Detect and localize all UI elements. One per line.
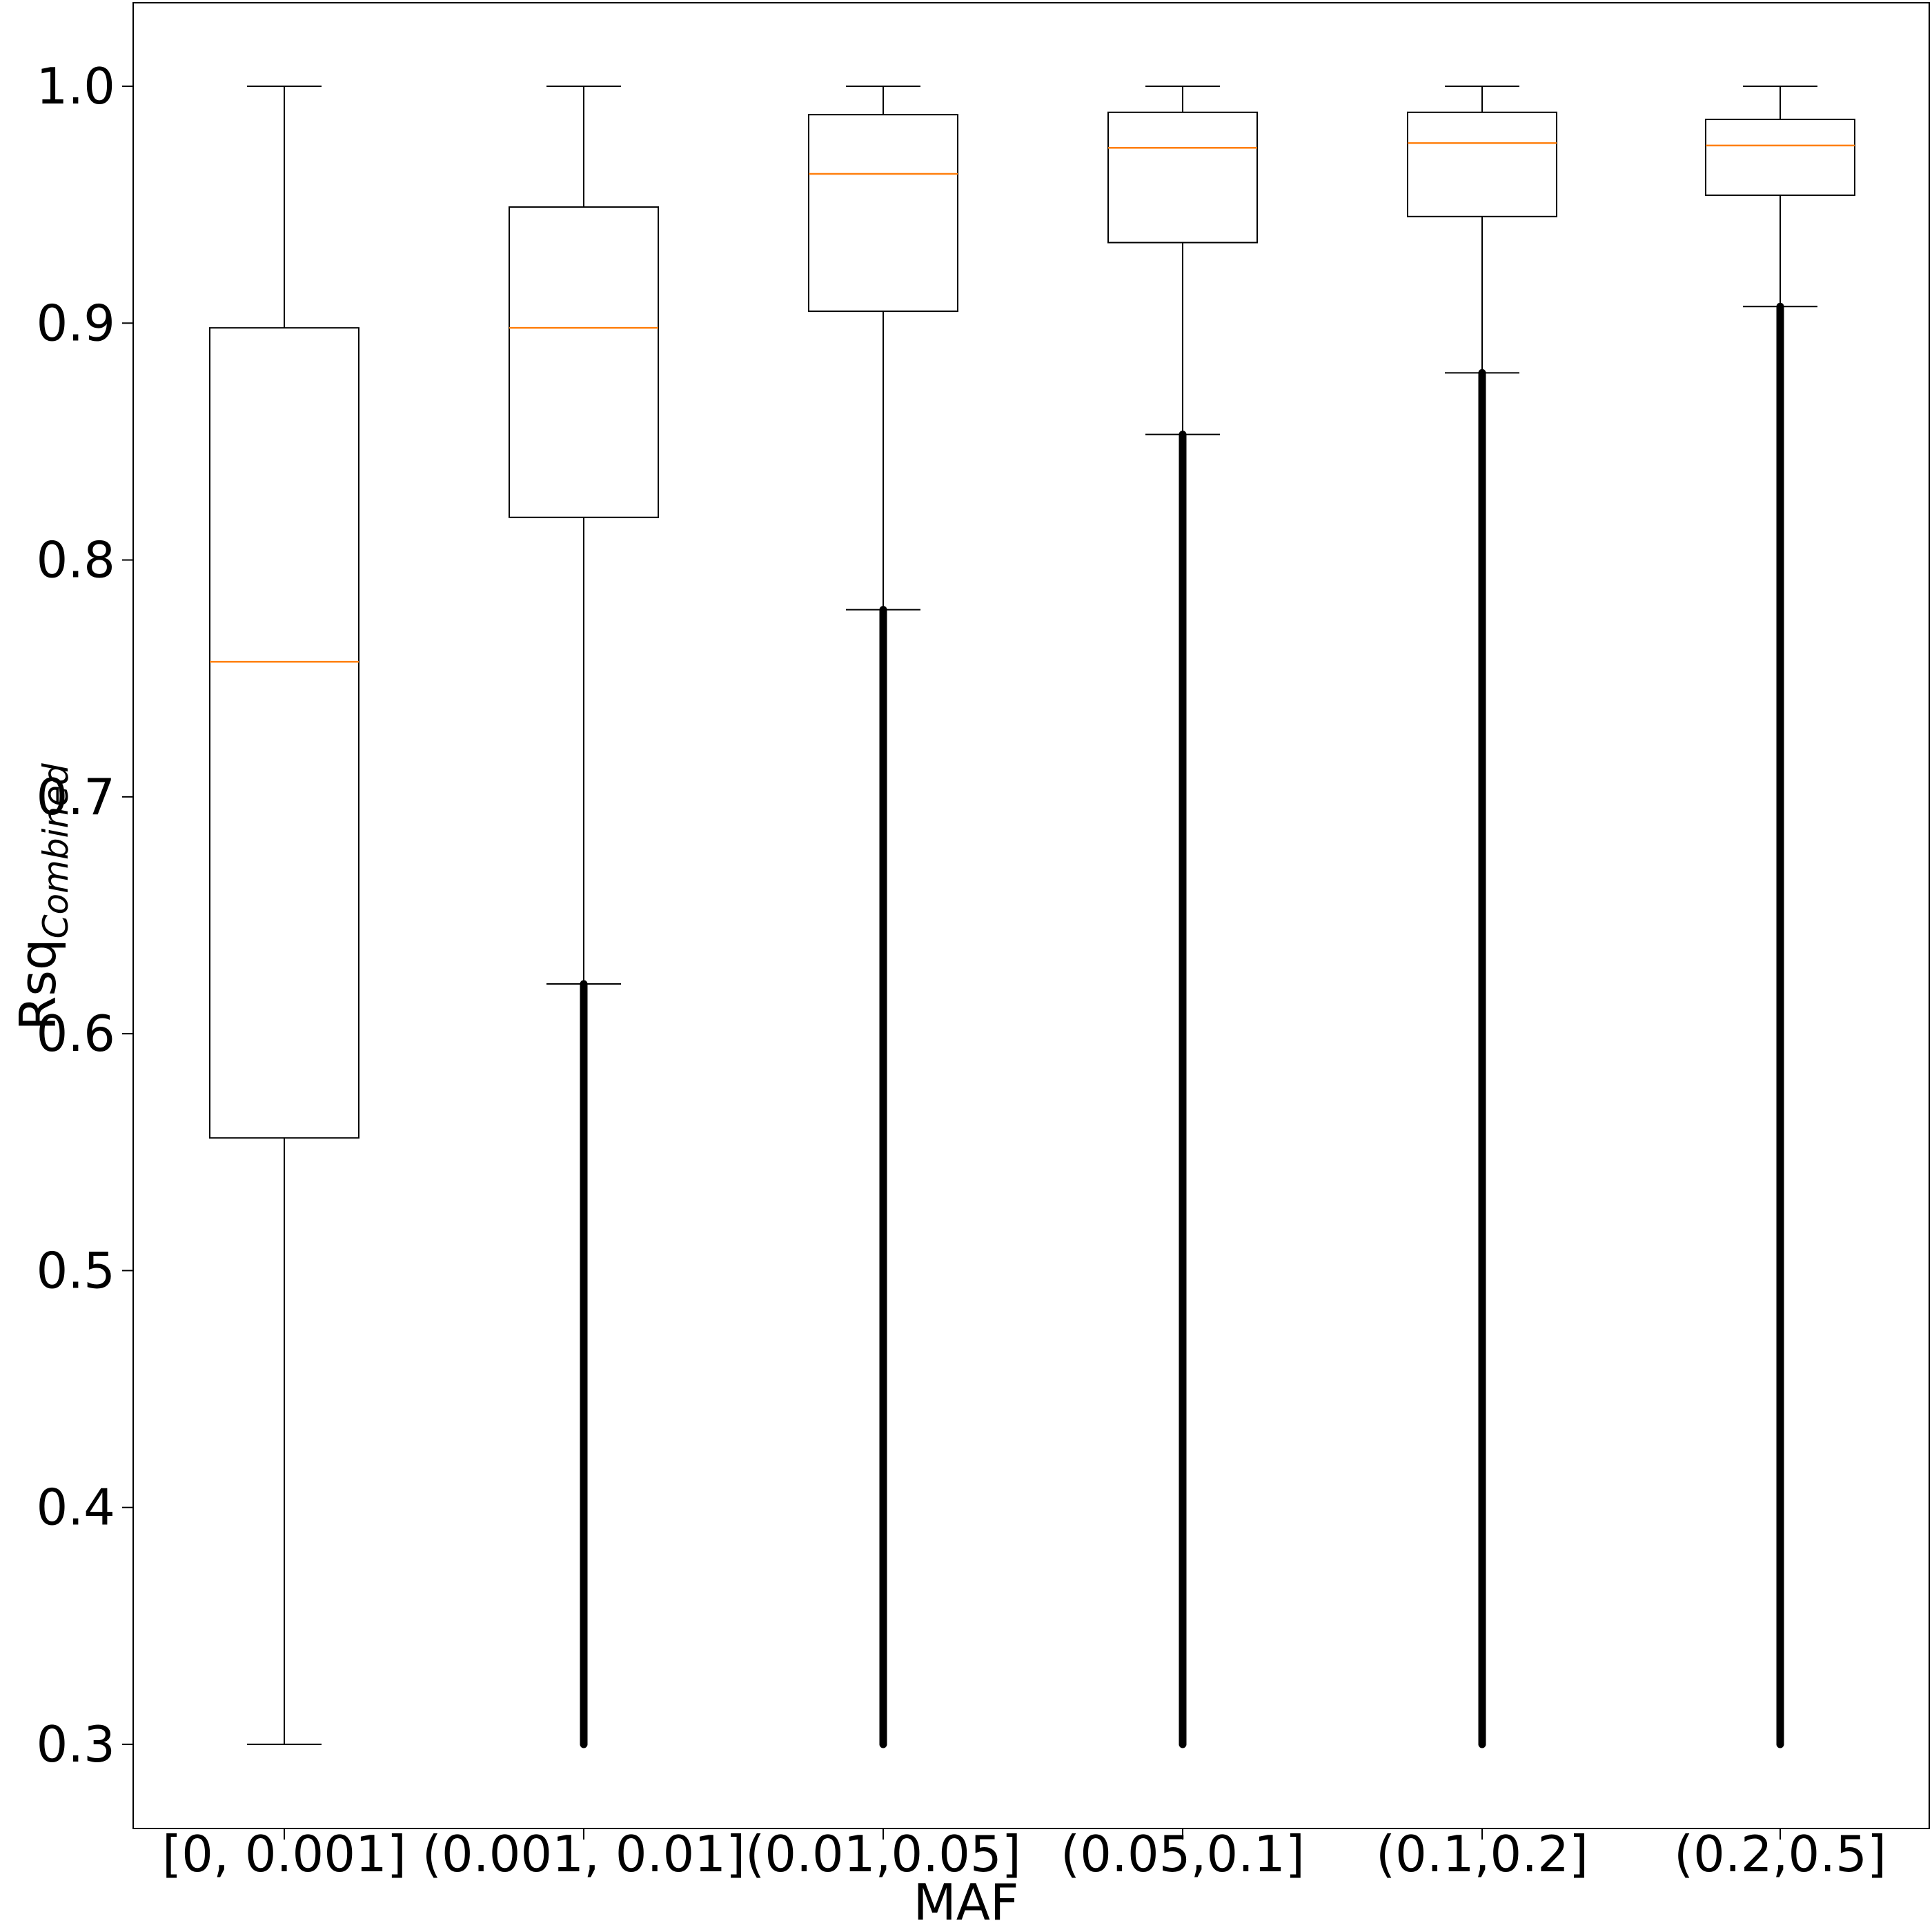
y-tick-label: 0.7 (36, 768, 115, 826)
plot-frame (132, 2, 1930, 1829)
iqr-box (1705, 119, 1855, 196)
plot-area (209, 86, 1855, 1748)
x-tick-label: (0.1,0.2] (1376, 1825, 1588, 1883)
x-axis: [0, 0.001] (0.001, 0.01] (0.01,0.05] (0.05,… (162, 1825, 1886, 1883)
iqr-box (509, 206, 659, 518)
y-tick-label: 0.5 (36, 1241, 115, 1299)
box-group (209, 86, 359, 1745)
x-tick-label: (0.05,0.1] (1061, 1825, 1305, 1883)
y-tick-label: 0.6 (36, 1005, 115, 1063)
y-axis-title-subscript: Combined (36, 763, 76, 938)
x-tick-label: (0.2,0.5] (1674, 1825, 1886, 1883)
box-group (808, 86, 958, 1748)
x-axis-title: MAF (914, 1873, 1019, 1931)
y-axis-title: RsqCombined (9, 763, 76, 1031)
y-axis: 0.3 0.4 0.5 0.6 0.7 0.8 0.9 1.0 (36, 57, 133, 1773)
iqr-box (808, 114, 958, 313)
y-tick-label: 0.3 (36, 1715, 115, 1773)
box-group (1107, 86, 1258, 1748)
x-tick-label: (0.001, 0.01] (422, 1825, 745, 1883)
y-tick-label: 0.4 (36, 1479, 115, 1537)
x-tick-label: (0.01,0.05] (745, 1825, 1021, 1883)
iqr-box (209, 327, 359, 1139)
box-group (1407, 86, 1557, 1748)
y-tick-label: 0.8 (36, 531, 115, 589)
x-tick-label: [0, 0.001] (162, 1825, 406, 1883)
y-tick-label: 0.9 (36, 294, 115, 352)
box-group (1705, 86, 1855, 1748)
iqr-box (1407, 111, 1557, 217)
y-tick-label: 1.0 (36, 57, 115, 115)
y-axis-title-main: Rsq (9, 938, 67, 1030)
iqr-box (1107, 111, 1258, 244)
box-group (509, 86, 659, 1748)
